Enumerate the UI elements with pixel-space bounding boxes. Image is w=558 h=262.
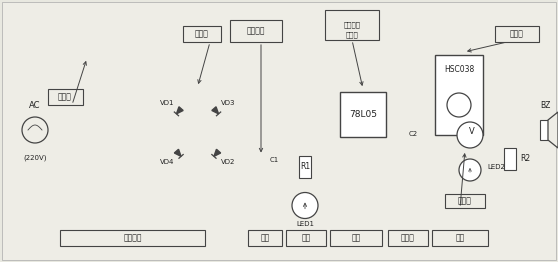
Text: 红外线: 红外线 bbox=[401, 233, 415, 243]
Text: V: V bbox=[469, 128, 475, 137]
Text: BZ: BZ bbox=[540, 101, 550, 110]
Text: 放大: 放大 bbox=[455, 233, 465, 243]
Text: 78L05: 78L05 bbox=[349, 110, 377, 119]
Text: VD1: VD1 bbox=[160, 100, 174, 106]
Text: 变压器: 变压器 bbox=[58, 92, 72, 101]
Text: VD4: VD4 bbox=[160, 159, 174, 165]
Bar bbox=[388, 230, 428, 246]
Text: VD3: VD3 bbox=[221, 100, 235, 106]
Bar bbox=[340, 92, 386, 137]
Text: 稳唸器: 稳唸器 bbox=[345, 32, 358, 38]
Text: 电钓: 电钓 bbox=[301, 233, 311, 243]
Bar bbox=[299, 156, 311, 177]
Bar bbox=[435, 55, 483, 135]
Circle shape bbox=[447, 93, 471, 117]
Bar bbox=[540, 120, 548, 140]
Text: C2: C2 bbox=[409, 132, 418, 138]
Text: LED1: LED1 bbox=[296, 221, 314, 227]
Text: AC: AC bbox=[29, 101, 41, 110]
Text: 稳唸: 稳唸 bbox=[352, 233, 360, 243]
Text: 整流桥: 整流桥 bbox=[195, 30, 209, 39]
Polygon shape bbox=[214, 149, 220, 156]
Text: (220V): (220V) bbox=[23, 155, 47, 161]
Text: R2: R2 bbox=[520, 154, 530, 163]
Circle shape bbox=[459, 159, 481, 181]
Circle shape bbox=[22, 117, 48, 143]
Text: 滤波: 滤波 bbox=[261, 233, 270, 243]
Bar bbox=[60, 230, 205, 246]
Text: 放大器: 放大器 bbox=[458, 196, 472, 205]
Bar bbox=[495, 26, 539, 42]
Circle shape bbox=[457, 122, 483, 148]
Text: C1: C1 bbox=[270, 156, 279, 162]
Polygon shape bbox=[174, 149, 181, 156]
Bar bbox=[230, 20, 282, 42]
Bar bbox=[432, 230, 488, 246]
Bar bbox=[330, 230, 382, 246]
Bar bbox=[248, 230, 282, 246]
Text: HSC038: HSC038 bbox=[444, 66, 474, 74]
Text: R1: R1 bbox=[300, 162, 310, 171]
Text: LED2: LED2 bbox=[487, 164, 505, 170]
Polygon shape bbox=[548, 112, 558, 148]
Bar bbox=[286, 230, 326, 246]
Bar bbox=[183, 26, 221, 42]
Text: 变压整流: 变压整流 bbox=[124, 233, 142, 243]
Text: 二次集成: 二次集成 bbox=[344, 22, 360, 28]
Text: 接收头: 接收头 bbox=[510, 30, 524, 39]
Polygon shape bbox=[176, 107, 183, 114]
Bar bbox=[445, 194, 485, 208]
Text: VD2: VD2 bbox=[221, 159, 235, 165]
Bar bbox=[48, 89, 83, 105]
Polygon shape bbox=[212, 107, 219, 114]
Bar bbox=[504, 148, 516, 170]
Circle shape bbox=[292, 193, 318, 219]
Text: 滤波电容: 滤波电容 bbox=[247, 26, 265, 35]
Bar bbox=[325, 10, 379, 40]
